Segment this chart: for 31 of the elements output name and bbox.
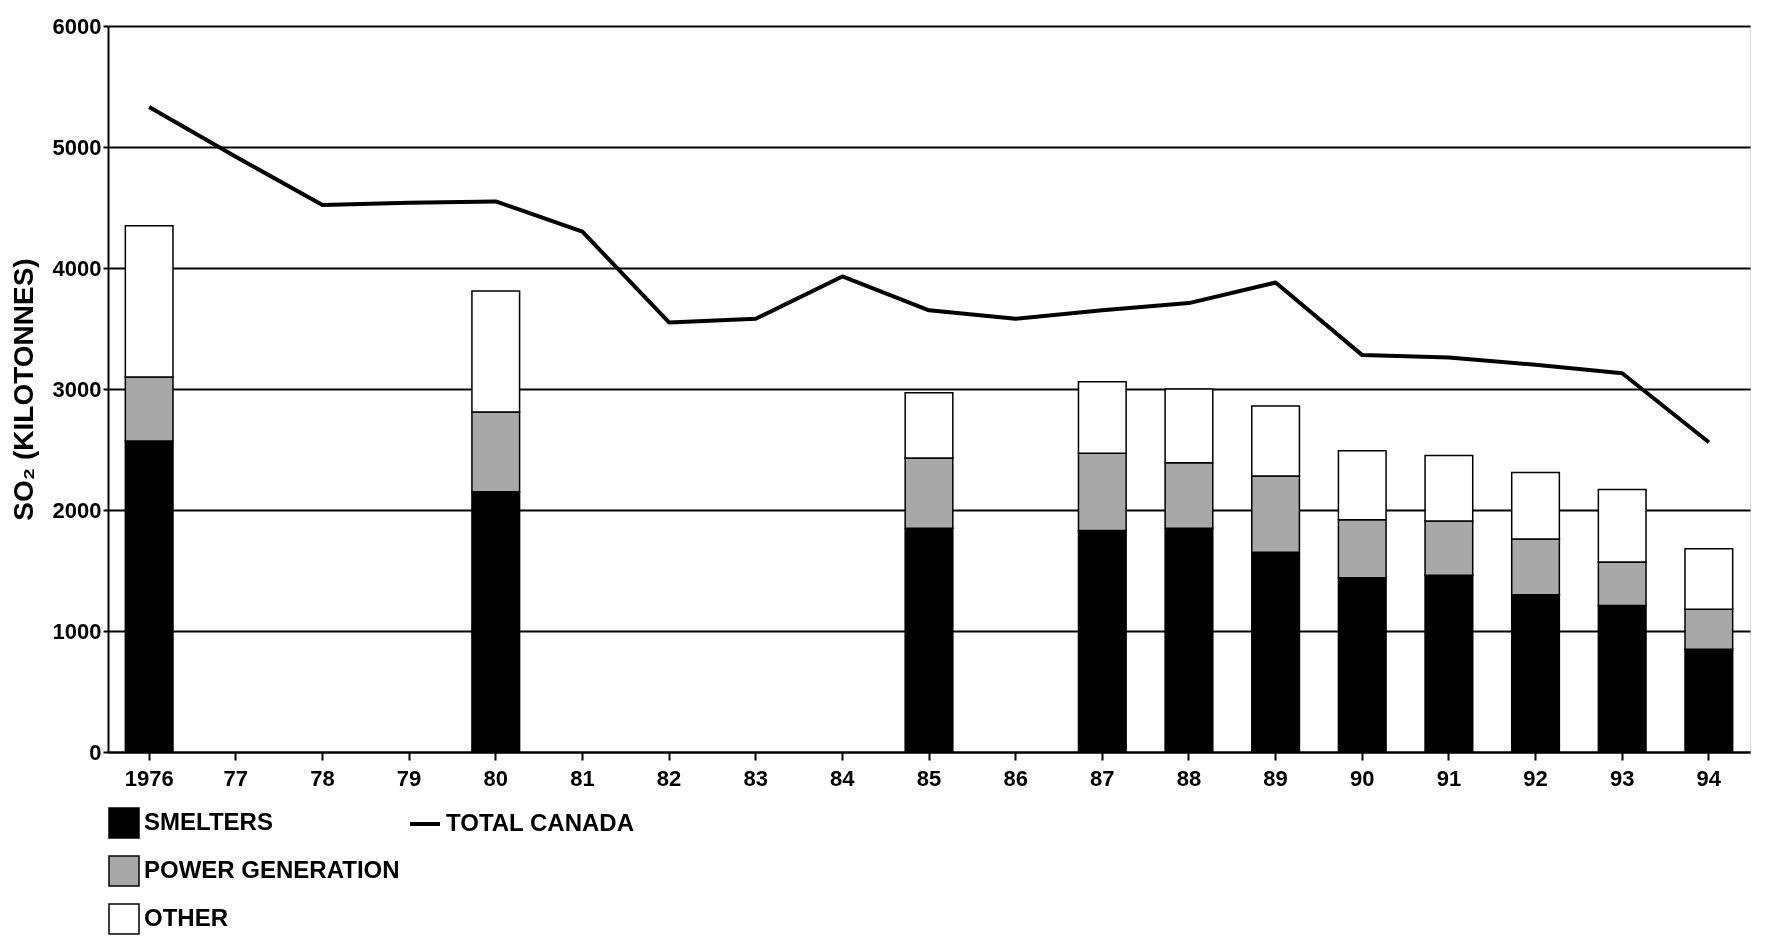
y-axis-title: SO₂ (KILOTONNES): [7, 258, 39, 521]
x-tick-label: 86: [1003, 765, 1028, 791]
y-tick-label: 4000: [52, 255, 102, 281]
legend-label: TOTAL CANADA: [446, 809, 634, 836]
x-tick-label: 94: [1696, 765, 1722, 791]
x-tick-label: 84: [830, 765, 856, 791]
y-tick-label: 1000: [52, 618, 102, 644]
x-tick-label: 89: [1263, 765, 1288, 791]
x-tick-label: 79: [396, 765, 422, 791]
y-tick-label: 0: [89, 739, 102, 765]
x-tick-label: 93: [1609, 765, 1635, 791]
x-tick-label: 85: [916, 765, 942, 791]
legend-label: SMELTERS: [144, 808, 273, 835]
x-tick-label: 87: [1090, 765, 1115, 791]
y-tick-label: 6000: [52, 13, 102, 39]
legend-label: OTHER: [144, 904, 228, 931]
x-tick-label: 88: [1176, 765, 1202, 791]
x-tick-label: 78: [310, 765, 335, 791]
x-tick-label: 83: [743, 765, 768, 791]
x-tick-label: 77: [223, 765, 249, 791]
x-tick-label: 90: [1350, 765, 1375, 791]
x-tick-label: 81: [570, 765, 595, 791]
x-tick-label: 1976: [124, 765, 174, 791]
x-tick-label: 92: [1523, 765, 1548, 791]
x-tick-label: 91: [1436, 765, 1462, 791]
x-tick-label: 82: [656, 765, 682, 791]
legend-label: POWER GENERATION: [144, 856, 400, 883]
x-tick-label: 80: [483, 765, 508, 791]
y-tick-label: 5000: [52, 134, 102, 160]
y-tick-label: 3000: [52, 376, 102, 402]
y-tick-label: 2000: [52, 497, 102, 523]
